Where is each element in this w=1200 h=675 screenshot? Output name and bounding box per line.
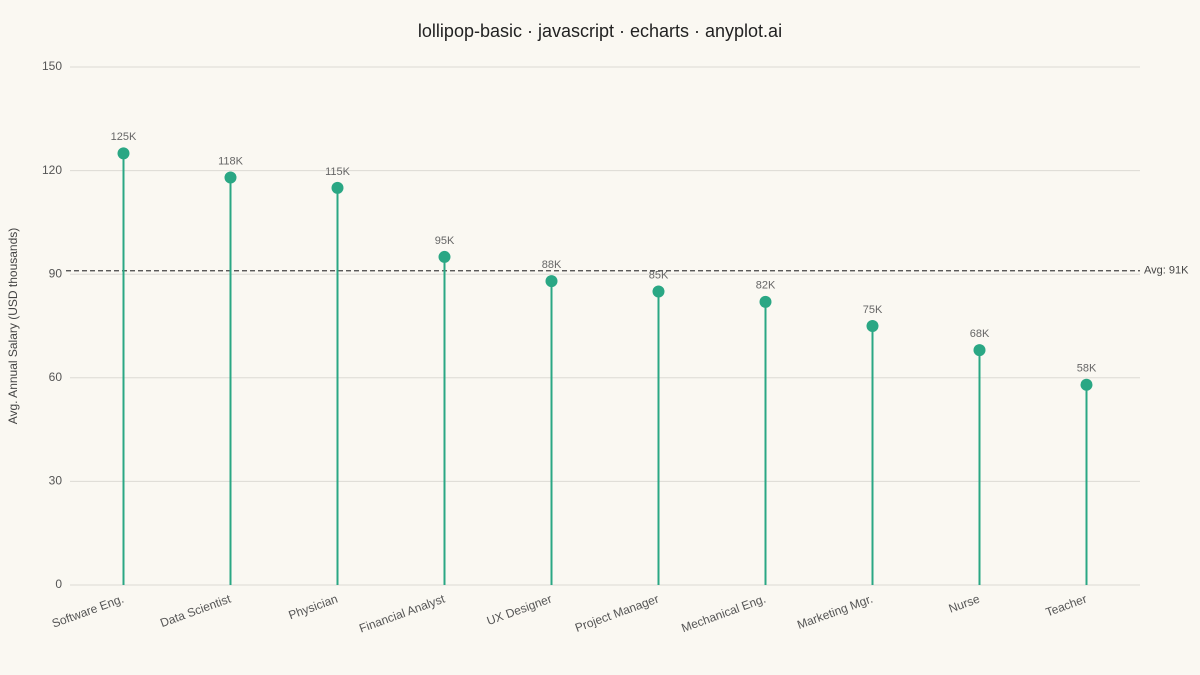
- dot: [117, 147, 130, 160]
- dot: [438, 250, 451, 263]
- dot: [331, 181, 344, 194]
- value-label: 118K: [218, 155, 244, 167]
- reference-label: Avg: 91K: [1144, 265, 1189, 277]
- y-tick-label: 30: [49, 474, 63, 488]
- value-label: 115K: [325, 166, 351, 178]
- dot: [973, 344, 986, 357]
- dot: [1080, 378, 1093, 391]
- y-tick-label: 0: [55, 577, 62, 591]
- value-label: 85K: [649, 269, 669, 281]
- dot: [759, 295, 772, 308]
- y-tick-label: 90: [49, 266, 63, 280]
- value-label: 58K: [1077, 363, 1097, 375]
- value-label: 75K: [863, 304, 883, 316]
- value-label: 68K: [970, 328, 990, 340]
- value-label: 95K: [435, 235, 455, 247]
- y-tick-label: 150: [42, 59, 62, 73]
- y-axis-label: Avg. Annual Salary (USD thousands): [6, 228, 20, 425]
- chart-title: lollipop-basic · javascript · echarts · …: [418, 21, 782, 41]
- dot: [545, 275, 558, 288]
- y-tick-label: 60: [49, 370, 63, 384]
- y-tick-label: 120: [42, 163, 62, 177]
- value-label: 88K: [542, 259, 562, 271]
- dot: [866, 320, 879, 332]
- value-label: 82K: [756, 280, 776, 292]
- dot: [224, 171, 237, 184]
- dot: [652, 285, 665, 298]
- value-label: 125K: [111, 131, 137, 143]
